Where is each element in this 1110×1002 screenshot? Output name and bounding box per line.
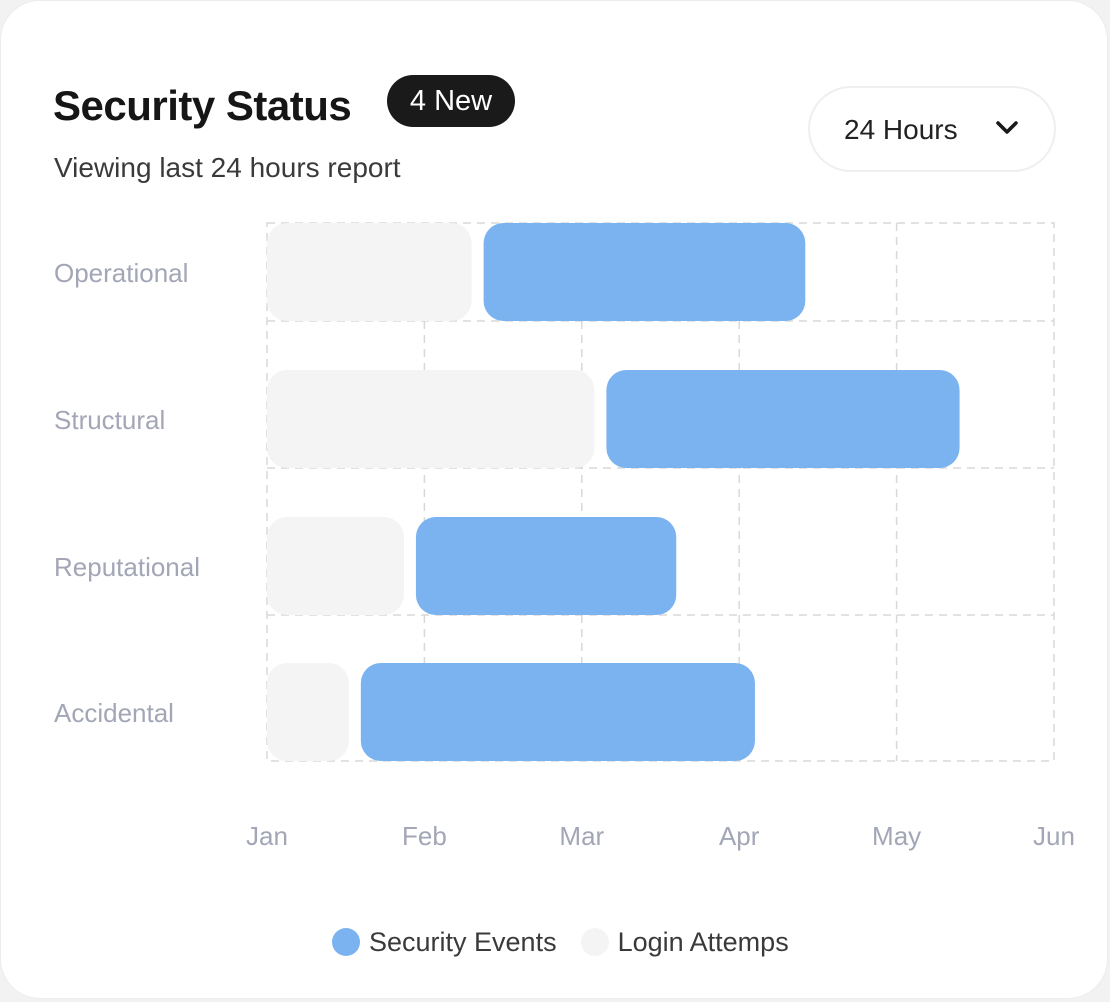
category-label-operational: Operational — [54, 258, 188, 288]
bar-security-events-accidental — [360, 663, 755, 761]
x-tick-mar: Mar — [559, 821, 604, 851]
card-subtitle: Viewing last 24 hours report — [54, 152, 401, 183]
bar-security-events-reputational — [415, 517, 677, 615]
x-tick-apr: Apr — [719, 821, 760, 851]
x-tick-may: May — [872, 821, 921, 851]
x-tick-feb: Feb — [402, 821, 447, 851]
card-title: Security Status — [53, 82, 352, 129]
legend-item-security-events[interactable]: Security Events — [332, 921, 557, 963]
category-label-structural: Structural — [54, 405, 165, 435]
bar-login-attempts-structural — [267, 370, 595, 468]
x-tick-jan: Jan — [246, 821, 288, 851]
bar-security-events-structural — [606, 370, 960, 468]
legend-label-login-attempts: Login Attemps — [617, 927, 789, 957]
bar-login-attempts-accidental — [267, 663, 349, 761]
x-tick-jun: Jun — [1033, 821, 1075, 851]
time-range-value: 24 Hours — [844, 114, 958, 145]
chart-legend: Security Events Login Attemps — [332, 921, 813, 963]
login-attempts-swatch — [580, 928, 609, 956]
new-count-badge: 4 New — [387, 75, 515, 127]
legend-label-security-events: Security Events — [369, 927, 557, 957]
category-label-reputational: Reputational — [54, 552, 200, 582]
time-range-dropdown[interactable]: 24 Hours — [808, 86, 1056, 172]
category-label-accidental: Accidental — [54, 698, 174, 728]
bar-login-attempts-operational — [267, 223, 472, 321]
security-events-swatch — [332, 928, 360, 956]
legend-item-login-attempts[interactable]: Login Attemps — [580, 921, 789, 963]
chevron-down-icon — [996, 121, 1018, 134]
bar-login-attempts-reputational — [267, 517, 404, 615]
bar-security-events-operational — [483, 223, 806, 321]
